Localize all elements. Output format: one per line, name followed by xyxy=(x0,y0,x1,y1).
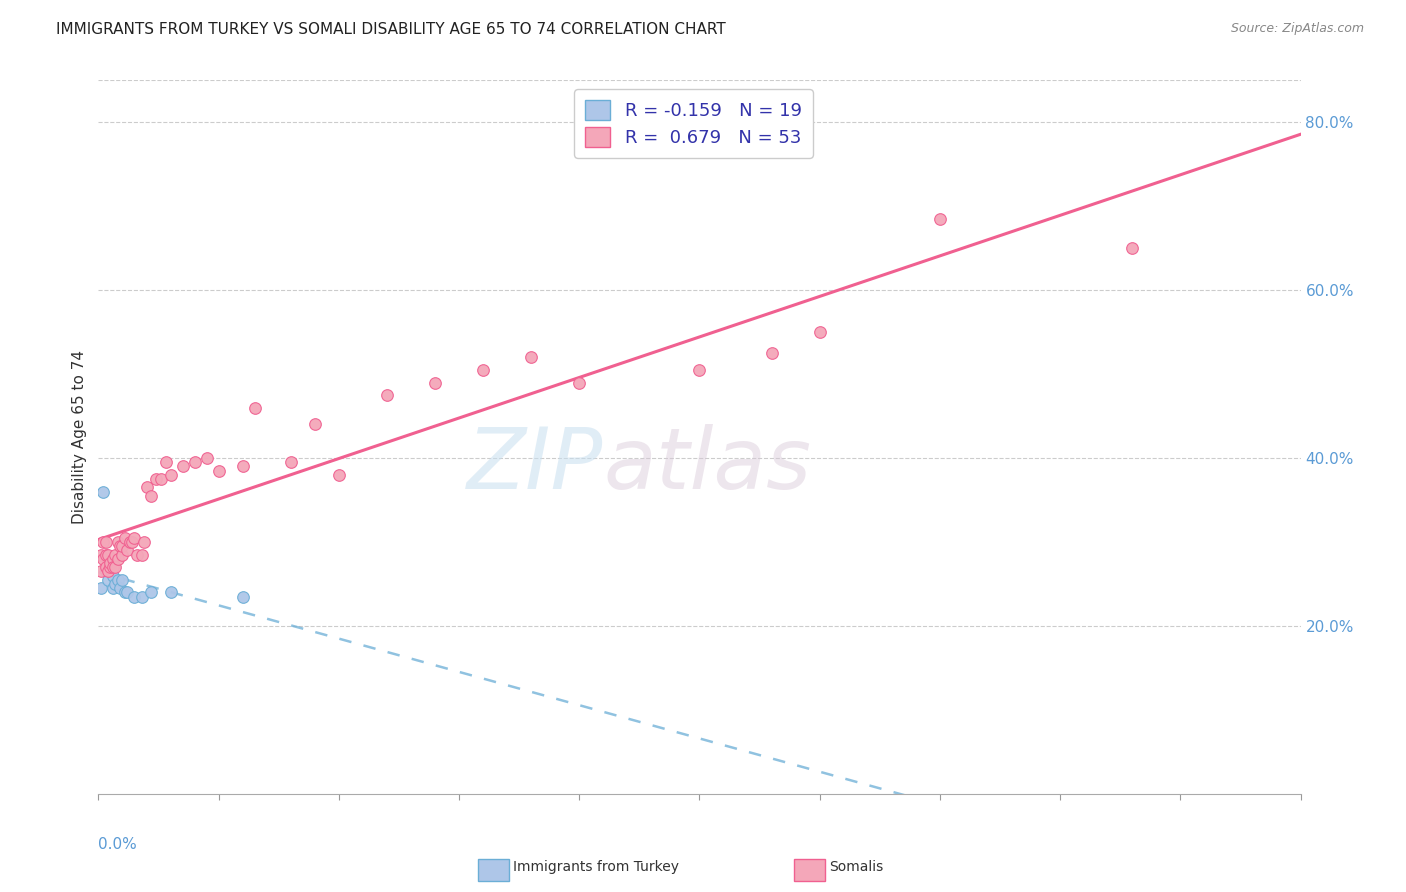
Point xyxy=(124,531,146,545)
Point xyxy=(100,565,122,579)
Point xyxy=(104,548,127,562)
Point xyxy=(423,376,446,390)
Point xyxy=(141,489,163,503)
Point xyxy=(172,459,194,474)
Point xyxy=(107,551,129,566)
Point xyxy=(101,560,124,574)
Point xyxy=(328,467,350,482)
Point xyxy=(375,388,398,402)
Point xyxy=(149,472,172,486)
Text: ZIP: ZIP xyxy=(467,424,603,508)
Point xyxy=(131,548,153,562)
Point xyxy=(232,459,254,474)
Point xyxy=(108,581,131,595)
Point xyxy=(808,325,831,339)
Point xyxy=(97,565,120,579)
Point xyxy=(159,467,181,482)
Point xyxy=(117,585,139,599)
Point xyxy=(520,351,543,365)
Point xyxy=(145,472,167,486)
Point xyxy=(101,581,124,595)
Point xyxy=(94,548,117,562)
Point xyxy=(155,455,177,469)
Point xyxy=(90,581,112,595)
Text: atlas: atlas xyxy=(603,424,811,508)
Point xyxy=(90,548,112,562)
Point xyxy=(117,543,139,558)
Point xyxy=(101,551,124,566)
Text: Somalis: Somalis xyxy=(830,860,884,874)
Text: Source: ZipAtlas.com: Source: ZipAtlas.com xyxy=(1230,22,1364,36)
Point xyxy=(114,531,136,545)
Text: Immigrants from Turkey: Immigrants from Turkey xyxy=(513,860,679,874)
Point xyxy=(761,346,783,360)
Point xyxy=(97,560,120,574)
Point xyxy=(118,535,141,549)
Point xyxy=(114,585,136,599)
Point xyxy=(97,573,120,587)
Point xyxy=(232,590,254,604)
Point xyxy=(91,551,114,566)
Point xyxy=(243,401,266,415)
Point xyxy=(107,573,129,587)
Point xyxy=(183,455,205,469)
Point xyxy=(304,417,326,432)
Point xyxy=(111,539,134,553)
Point xyxy=(101,568,124,582)
Point xyxy=(94,565,117,579)
Point xyxy=(208,464,231,478)
Point xyxy=(104,577,127,591)
Point xyxy=(94,560,117,574)
Point xyxy=(108,539,131,553)
Point xyxy=(928,211,950,226)
Point xyxy=(141,585,163,599)
Point xyxy=(107,535,129,549)
Point xyxy=(90,565,112,579)
Point xyxy=(100,556,122,570)
Point xyxy=(111,573,134,587)
Point xyxy=(91,484,114,499)
Point xyxy=(125,548,148,562)
Point xyxy=(1121,241,1143,255)
Point xyxy=(195,451,218,466)
Point xyxy=(280,455,302,469)
Y-axis label: Disability Age 65 to 74: Disability Age 65 to 74 xyxy=(72,350,87,524)
Point xyxy=(135,480,157,494)
Point xyxy=(97,548,120,562)
Text: 0.0%: 0.0% xyxy=(98,837,138,852)
Point xyxy=(159,585,181,599)
Point xyxy=(568,376,591,390)
Point xyxy=(131,590,153,604)
Point xyxy=(91,535,114,549)
Point xyxy=(104,560,127,574)
Point xyxy=(121,535,143,549)
Point xyxy=(472,363,495,377)
Point xyxy=(132,535,155,549)
Point xyxy=(124,590,146,604)
Point xyxy=(100,560,122,574)
Point xyxy=(111,548,134,562)
Text: IMMIGRANTS FROM TURKEY VS SOMALI DISABILITY AGE 65 TO 74 CORRELATION CHART: IMMIGRANTS FROM TURKEY VS SOMALI DISABIL… xyxy=(56,22,725,37)
Point xyxy=(94,535,117,549)
Point xyxy=(689,363,711,377)
Legend: R = -0.159   N = 19, R =  0.679   N = 53: R = -0.159 N = 19, R = 0.679 N = 53 xyxy=(574,89,813,158)
